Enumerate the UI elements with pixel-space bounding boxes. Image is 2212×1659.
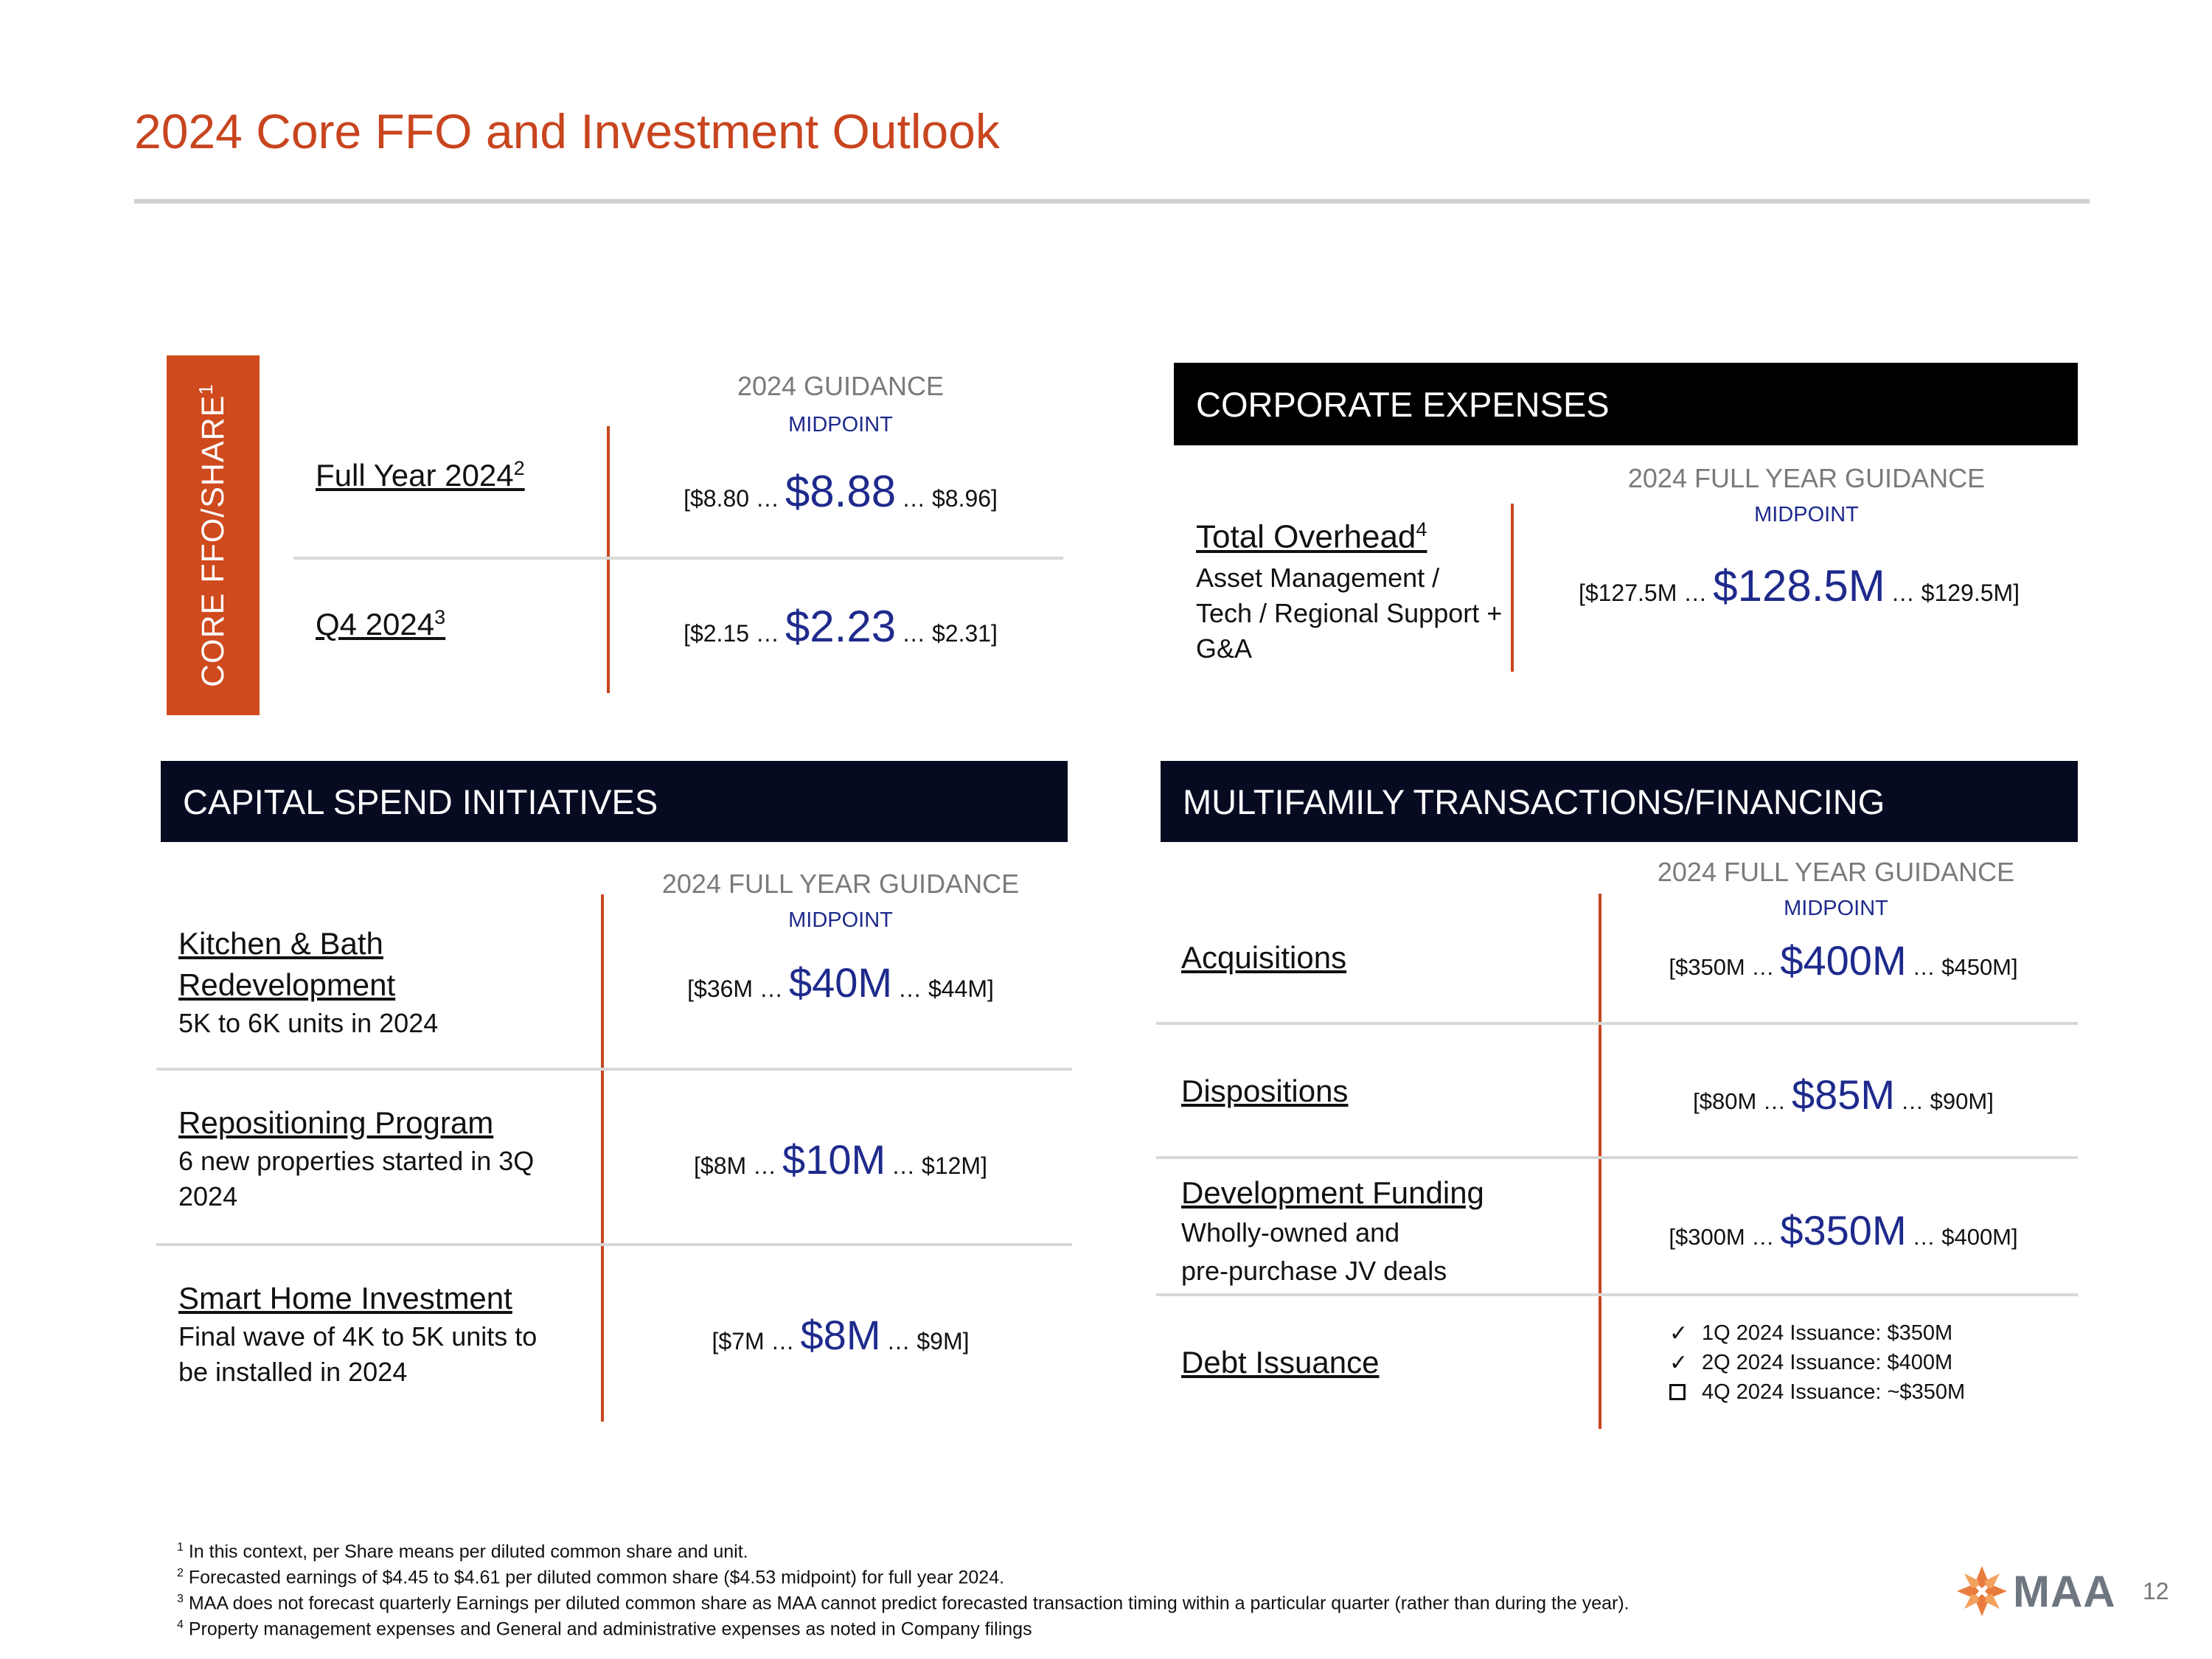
debt-issuance-label: Debt Issuance: [1181, 1345, 1380, 1380]
page-number: 12: [2143, 1578, 2169, 1604]
capital-divider: [601, 894, 604, 1422]
development-funding-item: Development Funding Wholly-owned and pre…: [1181, 1175, 1484, 1286]
title-divider: [134, 199, 2090, 204]
smart-home-item: Smart Home Investment Final wave of 4K t…: [178, 1281, 538, 1387]
capital-spend-header: CAPITAL SPEND INITIATIVES: [161, 761, 1068, 842]
kitchen-bath-range: [$36M … $40M … $44M]: [687, 959, 994, 1006]
core-ffo-midpoint-label: MIDPOINT: [788, 413, 893, 437]
check-icon: ✓: [1669, 1350, 1688, 1375]
footnote-4: 4 Property management expenses and Gener…: [177, 1618, 1032, 1640]
dispositions-label: Dispositions: [1181, 1074, 1349, 1108]
multifamily-divider: [1599, 894, 1601, 1429]
core-ffo-row-divider: [293, 557, 1063, 560]
total-overhead-label: Total Overhead4: [1196, 518, 1427, 555]
corporate-guidance-label: 2024 FULL YEAR GUIDANCE: [1627, 463, 1986, 493]
core-ffo-tab-label: CORE FFO/SHARE1: [194, 383, 232, 687]
capital-midpoint-label: MIDPOINT: [788, 908, 893, 932]
smart-home-range: [$7M … $8M … $9M]: [712, 1312, 970, 1358]
footnote-3: 3 MAA does not forecast quarterly Earnin…: [177, 1593, 1630, 1614]
q4-2024-midpoint: $2.23: [785, 602, 897, 651]
total-overhead-midpoint: $128.5M: [1713, 561, 1885, 611]
multifamily-row-divider-3: [1156, 1293, 2078, 1296]
total-overhead-description: Asset Management / Tech / Regional Suppo…: [1196, 563, 1503, 664]
footnote-1: 1 In this context, per Share means per d…: [177, 1541, 748, 1562]
capital-row-divider-1: [156, 1068, 1072, 1071]
capital-row-divider-2: [156, 1243, 1072, 1246]
multifamily-row-divider-1: [1156, 1022, 2078, 1025]
full-year-2024-midpoint: $8.88: [785, 467, 897, 516]
multifamily-midpoint-label: MIDPOINT: [1784, 897, 1888, 920]
debt-issuance-list: ✓ 1Q 2024 Issuance: $350M ✓ 2Q 2024 Issu…: [1669, 1318, 1965, 1407]
corporate-midpoint-label: MIDPOINT: [1754, 503, 1859, 526]
acquisitions-midpoint: $400M: [1780, 937, 1907, 984]
multifamily-header: MULTIFAMILY TRANSACTIONS/FINANCING: [1161, 761, 2078, 842]
checkbox-empty-icon: [1669, 1384, 1686, 1400]
footnote-2: 2 Forecasted earnings of $4.45 to $4.61 …: [177, 1567, 1005, 1588]
development-funding-midpoint: $350M: [1780, 1207, 1907, 1253]
check-icon: ✓: [1669, 1321, 1688, 1346]
kitchen-bath-midpoint: $40M: [788, 959, 893, 1006]
full-year-2024-range: [$8.80 … $8.88 … $8.96]: [684, 467, 998, 516]
maa-logo-text: MAA: [2013, 1567, 2116, 1616]
core-ffo-tab: CORE FFO/SHARE1: [167, 355, 260, 715]
total-overhead-range: [$127.5M … $128.5M … $129.5M]: [1578, 561, 2020, 611]
debt-issuance-item-3: 4Q 2024 Issuance: ~$350M: [1669, 1377, 1965, 1407]
q4-2024-range: [$2.15 … $2.23 … $2.31]: [684, 602, 998, 651]
page-title: 2024 Core FFO and Investment Outlook: [134, 104, 1000, 159]
maa-logo-mark-icon: [1957, 1566, 2007, 1616]
q4-2024-label: Q4 20243: [316, 606, 446, 641]
repositioning-item: Repositioning Program 6 new properties s…: [178, 1105, 535, 1211]
dispositions-range: [$80M … $85M … $90M]: [1693, 1071, 1994, 1118]
full-year-2024-label: Full Year 20242: [316, 457, 525, 493]
acquisitions-label: Acquisitions: [1181, 940, 1347, 975]
kitchen-bath-item: Kitchen & Bath Redevelopment 5K to 6K un…: [178, 926, 439, 1038]
core-ffo-guidance-label: 2024 GUIDANCE: [737, 371, 945, 401]
smart-home-midpoint: $8M: [800, 1312, 881, 1358]
core-ffo-divider: [607, 426, 610, 693]
multifamily-row-divider-2: [1156, 1156, 2078, 1159]
repositioning-midpoint: $10M: [782, 1136, 886, 1183]
acquisitions-range: [$350M … $400M … $450M]: [1669, 937, 2018, 984]
corporate-expenses-header: CORPORATE EXPENSES: [1174, 363, 2078, 445]
dispositions-midpoint: $85M: [1791, 1071, 1896, 1118]
maa-logo: MAA: [1954, 1562, 2124, 1621]
capital-guidance-label: 2024 FULL YEAR GUIDANCE: [661, 869, 1020, 899]
multifamily-guidance-label: 2024 FULL YEAR GUIDANCE: [1657, 857, 2015, 887]
debt-issuance-item-2: ✓ 2Q 2024 Issuance: $400M: [1669, 1350, 1953, 1375]
development-funding-range: [$300M … $350M … $400M]: [1669, 1207, 2018, 1253]
repositioning-range: [$8M … $10M … $12M]: [694, 1136, 987, 1183]
corporate-divider: [1511, 504, 1514, 672]
debt-issuance-item-1: ✓ 1Q 2024 Issuance: $350M: [1669, 1321, 1953, 1346]
